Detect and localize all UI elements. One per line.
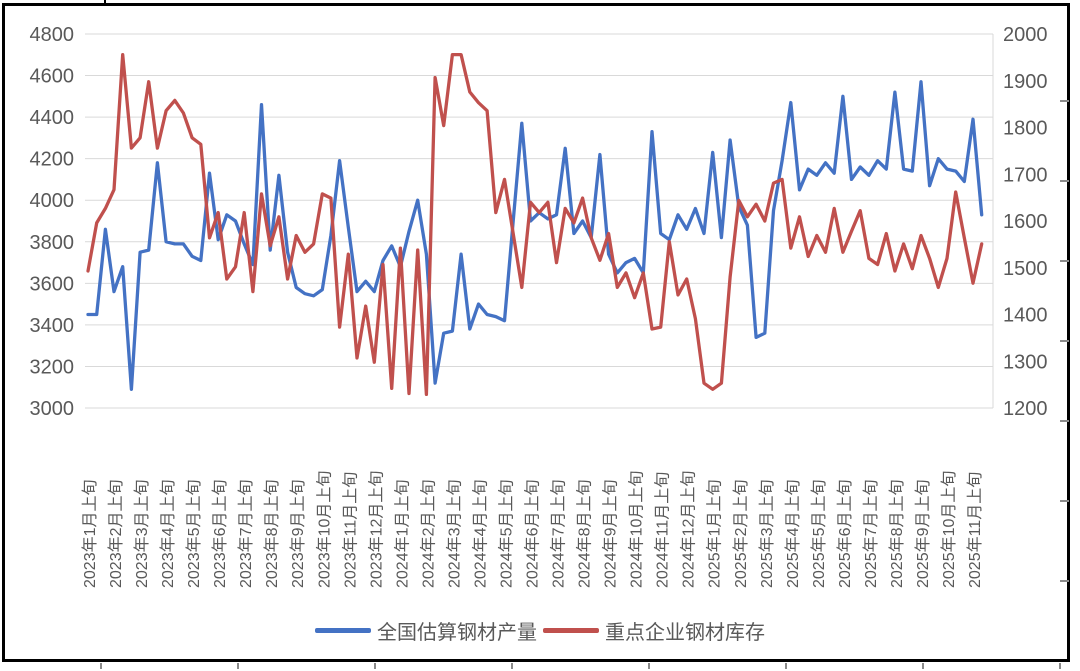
x-axis-tick-label: 2025年2月上旬 (732, 480, 750, 589)
frame-tick (511, 663, 513, 669)
x-axis-tick-label: 2024年9月上旬 (602, 480, 620, 589)
x-axis-tick-label: 2023年9月上旬 (289, 480, 307, 589)
x-axis-tick-label: 2025年3月上旬 (758, 480, 776, 589)
x-axis-tick-label: 2023年8月上旬 (263, 480, 281, 589)
legend: 全国估算钢材产量 重点企业钢材库存 (0, 615, 1080, 645)
right-axis-tick-label: 1900 (1003, 71, 1048, 93)
frame-tick (922, 663, 924, 669)
x-axis-tick-label: 2023年7月上旬 (237, 480, 255, 589)
frame-tick (1060, 100, 1069, 102)
right-axis-tick-label: 1400 (1003, 305, 1048, 327)
legend-label-production: 全国估算钢材产量 (377, 621, 537, 644)
x-axis-tick-label: 2024年7月上旬 (550, 480, 568, 589)
right-axis-tick-label: 1600 (1003, 211, 1048, 233)
legend-line-production (315, 627, 371, 633)
x-axis-tick-label: 2024年3月上旬 (445, 480, 463, 589)
series-line-inventory (86, 52, 984, 397)
left-axis-tick-label: 4200 (30, 149, 75, 171)
frame-tick (374, 663, 376, 669)
frame-tick (1060, 340, 1069, 342)
right-axis-tick-label: 1300 (1003, 351, 1048, 373)
frame-tick (1060, 500, 1069, 502)
x-axis-tick-label: 2024年1月上旬 (393, 480, 411, 589)
x-axis-tick-label: 2023年10月上旬 (315, 471, 333, 588)
x-axis-tick-label: 2025年11月上旬 (966, 472, 984, 588)
left-axis-tick-label: 4400 (30, 107, 75, 129)
left-axis-tick-label: 3800 (30, 232, 75, 254)
right-axis-tick-label: 2000 (1003, 24, 1048, 46)
right-axis-tick-label: 1200 (1003, 398, 1048, 420)
chart-outer-frame (2, 3, 1070, 662)
x-axis-tick-label: 2023年3月上旬 (133, 480, 151, 589)
x-axis-tick-label: 2024年5月上旬 (497, 480, 515, 589)
x-axis-tick-label: 2024年12月上旬 (680, 471, 698, 588)
x-axis-tick-label: 2023年5月上旬 (185, 480, 203, 589)
x-axis-tick-label: 2025年9月上旬 (914, 480, 932, 589)
frame-tick (100, 663, 102, 669)
left-axis-tick-label: 3200 (30, 356, 75, 378)
x-axis-tick-label: 2025年8月上旬 (888, 480, 906, 589)
legend-line-inventory (543, 627, 599, 633)
x-axis-tick-label: 2025年1月上旬 (706, 480, 724, 589)
frame-tick (1060, 420, 1069, 422)
x-axis-tick-label: 2024年2月上旬 (419, 480, 437, 589)
left-axis-tick-label: 4000 (30, 190, 75, 212)
x-axis-tick-label: 2023年6月上旬 (211, 480, 229, 589)
x-axis-tick-label: 2024年4月上旬 (471, 480, 489, 589)
frame-tick (237, 663, 239, 669)
frame-tick (104, 0, 106, 4)
frame-tick (1060, 580, 1069, 582)
left-axis-tick-label: 3600 (30, 273, 75, 295)
series-line-production (86, 80, 984, 391)
right-axis-tick-label: 1700 (1003, 164, 1048, 186)
x-axis-tick-label: 2023年12月上旬 (367, 471, 385, 588)
x-axis-tick-label: 2023年2月上旬 (107, 480, 125, 589)
left-axis-tick-label: 3000 (30, 398, 75, 420)
frame-tick (1059, 663, 1061, 669)
x-axis-tick-label: 2025年7月上旬 (862, 480, 880, 589)
right-axis-tick-label: 1500 (1003, 258, 1048, 280)
frame-tick (1060, 180, 1069, 182)
x-axis-tick-label: 2025年4月上旬 (784, 480, 802, 589)
frame-tick (1060, 260, 1069, 262)
right-axis-tick-label: 1800 (1003, 118, 1048, 140)
x-axis-tick-label: 2025年5月上旬 (810, 480, 828, 589)
frame-tick (648, 663, 650, 669)
x-axis-tick-label: 2023年11月上旬 (341, 472, 359, 588)
left-axis-tick-label: 3400 (30, 315, 75, 337)
x-axis-tick-label: 2025年10月上旬 (940, 471, 958, 588)
frame-tick (785, 663, 787, 669)
x-axis-tick-label: 2024年10月上旬 (628, 471, 646, 588)
x-axis-tick-label: 2023年4月上旬 (159, 480, 177, 589)
x-axis-tick-label: 2023年1月上旬 (81, 480, 99, 589)
x-axis-tick-label: 2024年11月上旬 (654, 472, 672, 588)
left-axis-tick-label: 4600 (30, 66, 75, 88)
left-axis-tick-label: 4800 (30, 24, 75, 46)
legend-label-inventory: 重点企业钢材库存 (605, 621, 765, 644)
x-axis-tick-label: 2024年8月上旬 (576, 480, 594, 589)
x-axis-tick-label: 2025年6月上旬 (836, 480, 854, 589)
x-axis-tick-label: 2024年6月上旬 (524, 480, 542, 589)
